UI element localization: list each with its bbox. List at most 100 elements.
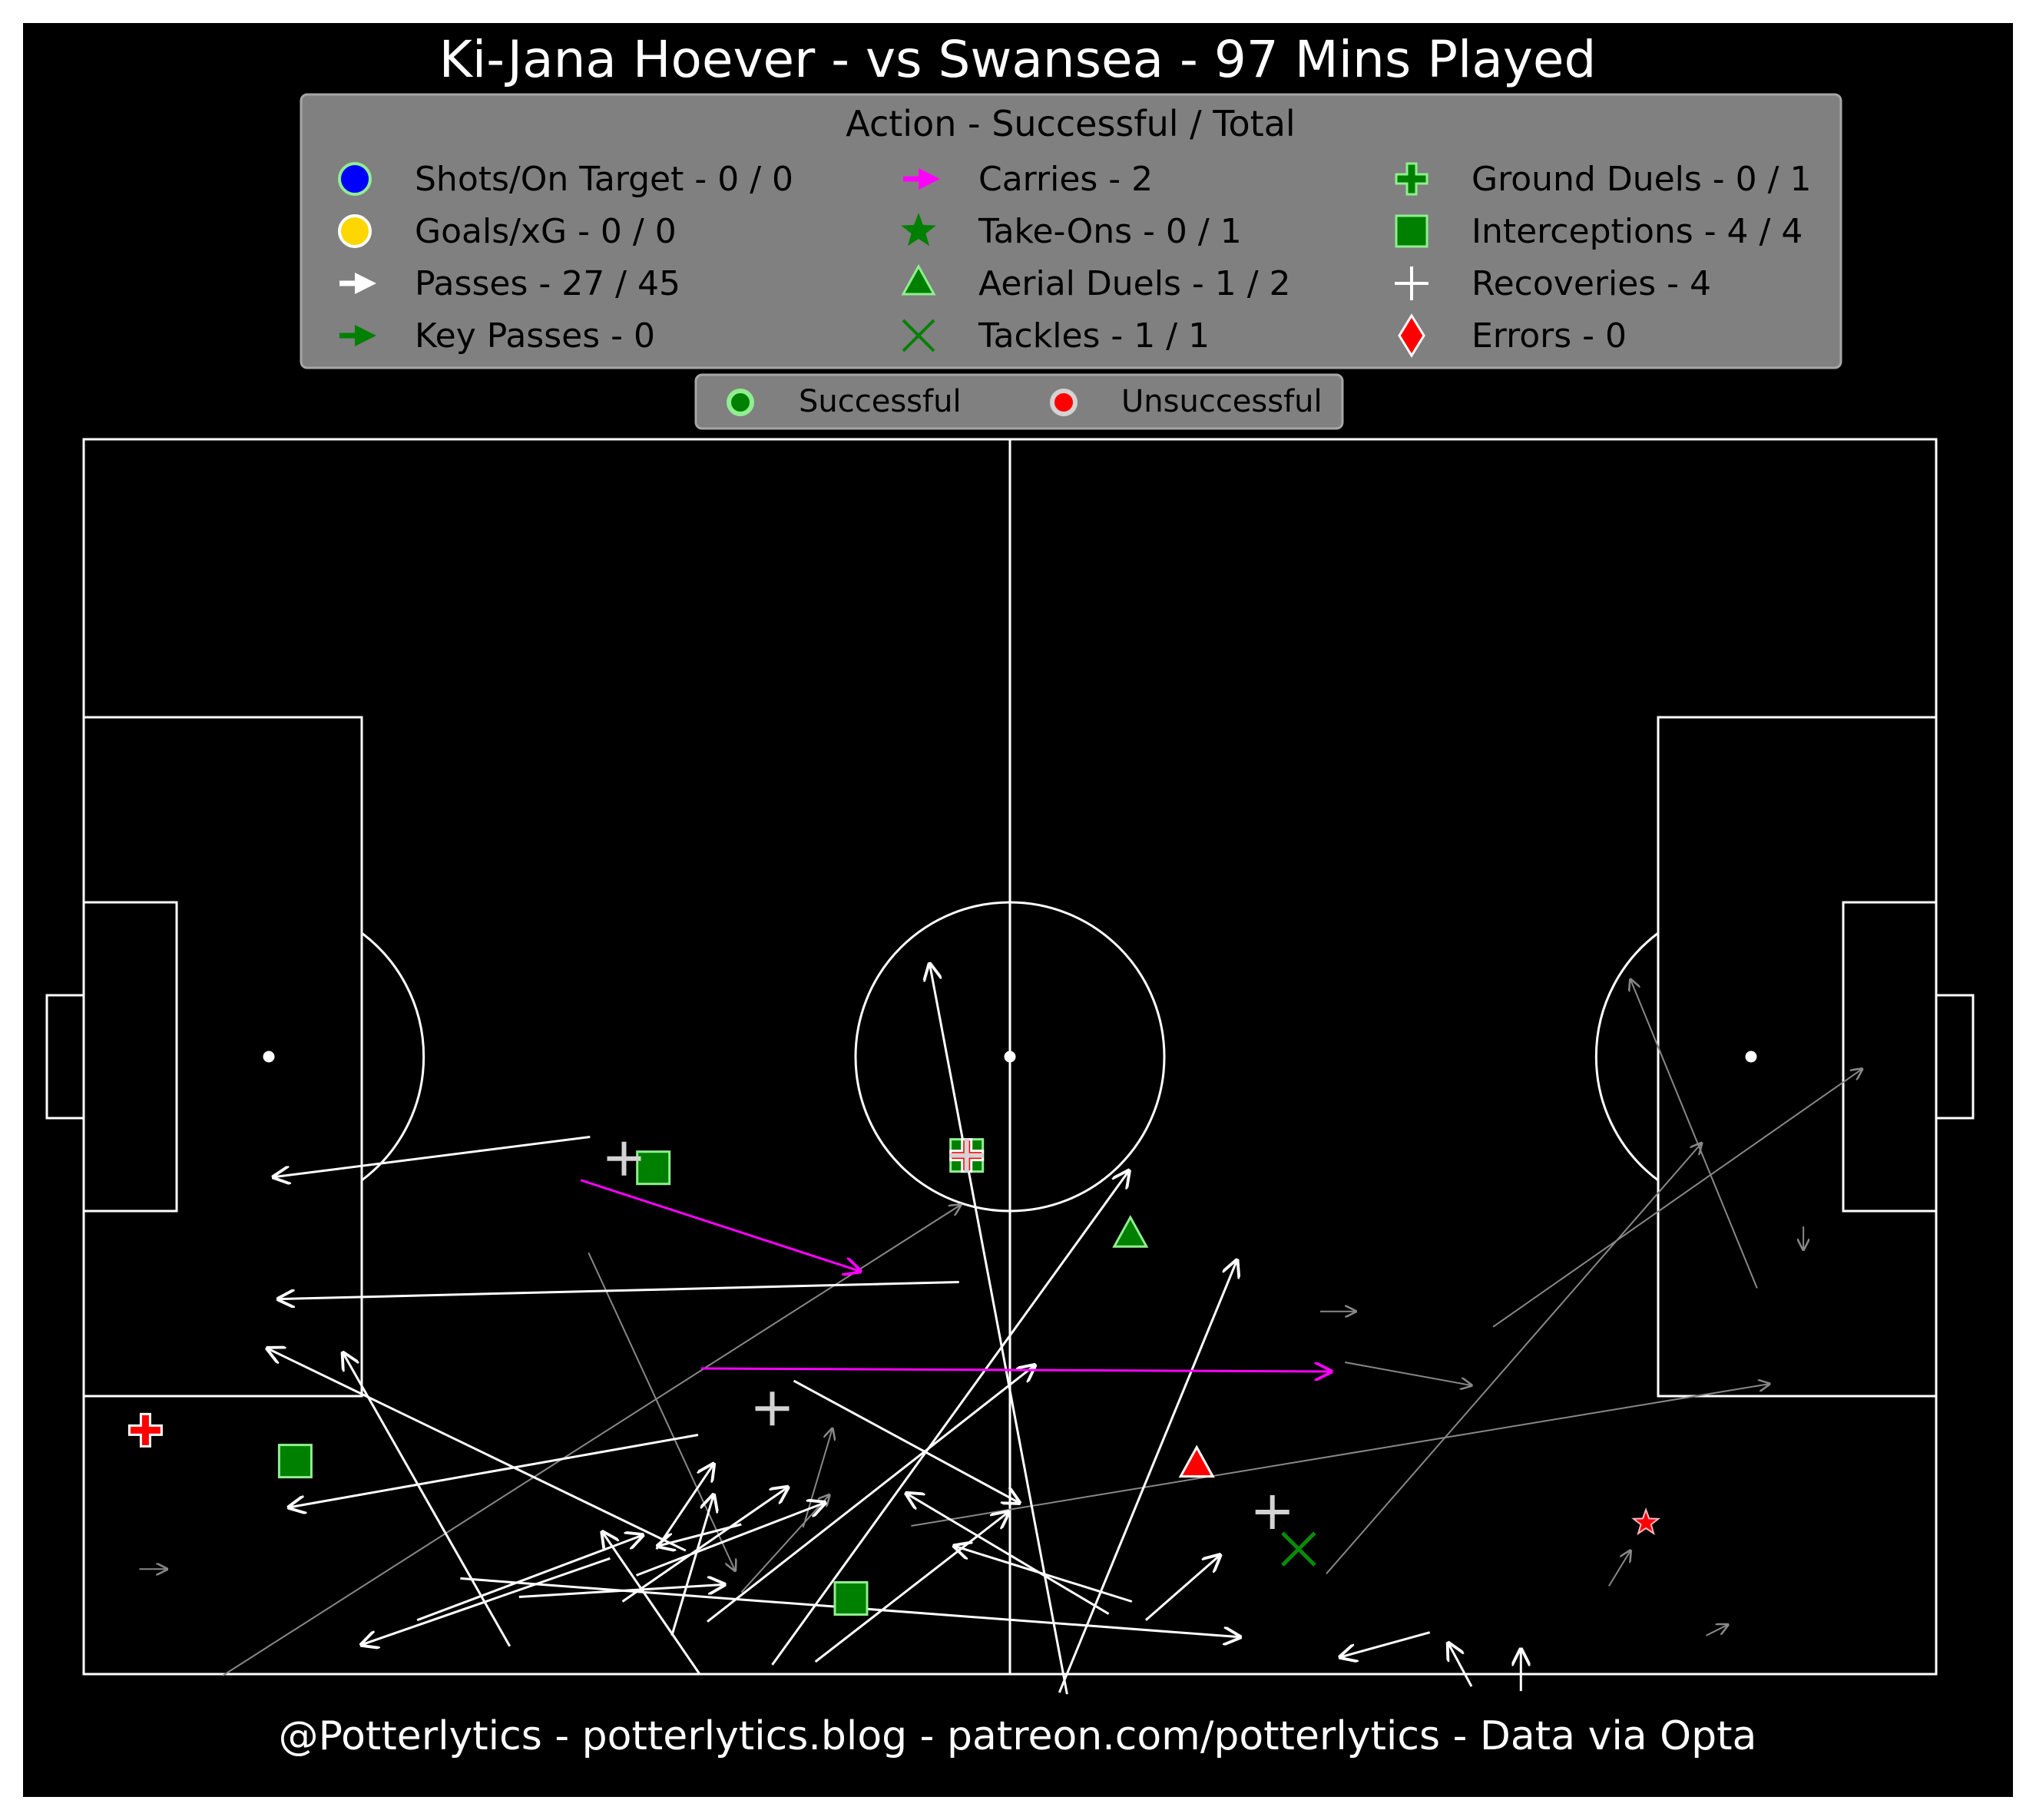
aerial-duels-group [1112, 1215, 1215, 1478]
legend-item-goals: Goals/xG - 0 / 0 [338, 212, 677, 251]
green-square-icon [1395, 214, 1429, 248]
legend-items: Shots/On Target - 0 / 0 Goals/xG - 0 / 0 P… [338, 160, 1811, 358]
legend-item-tackles: Tackles - 1 / 1 [902, 316, 1210, 356]
outcome-legend-box [694, 373, 1344, 430]
interception-marker [636, 1150, 671, 1186]
successful-pass-arrow [343, 1353, 511, 1647]
gold-circle-icon [338, 214, 372, 248]
recovery-marker [755, 1391, 790, 1426]
legend-label-ground_duels: Ground Duels - 0 / 1 [1472, 160, 1811, 199]
legend-item-errors: Errors - 0 [1398, 313, 1627, 358]
green-triangle-icon [901, 263, 936, 296]
green-cross-icon [1395, 162, 1429, 196]
footer-credits: @Potterlytics - potterlytics.blog - patr… [279, 1713, 1757, 1759]
legend-label-key_passes: Key Passes - 0 [415, 316, 655, 356]
unsuccessful-pass-arrow [1326, 1143, 1702, 1574]
legend-label-recoveries: Recoveries - 4 [1472, 264, 1711, 303]
unsuccessful-pass-arrow [911, 1384, 1769, 1527]
interception-marker [277, 1444, 313, 1479]
unsuccessful-pass-arrow [1608, 1550, 1630, 1587]
left-penalty-arc [361, 932, 425, 1182]
successful-pass-arrow [416, 1535, 642, 1622]
right-penalty-spot [1745, 1051, 1757, 1063]
legend-item-passes: Passes - 27 / 45 [339, 264, 680, 303]
legend-label-aerial_duels: Aerial Duels - 1 / 2 [978, 264, 1291, 303]
pitch-events [127, 964, 1862, 1695]
successful-pass-arrow [602, 1532, 701, 1675]
outcome-legend: Successful Unsuccessful [694, 373, 1344, 430]
right-penalty-area [1657, 716, 1938, 1398]
right-six-yard-box [1842, 901, 1938, 1213]
legend-label-interceptions: Interceptions - 4 / 4 [1472, 212, 1803, 251]
successful-pass-arrow [658, 1523, 742, 1546]
take-ons-group [1631, 1507, 1661, 1536]
unsuccessful-pass-arrow-group [139, 980, 1862, 1676]
successful-label: Successful [799, 384, 962, 419]
centre-circle [854, 901, 1166, 1213]
right-goal [1935, 994, 1975, 1120]
successful-pass-arrow [1340, 1631, 1431, 1657]
unsuccessful-label: Unsuccessful [1121, 384, 1323, 419]
unsuccessful-pass-arrow [1706, 1625, 1728, 1636]
legend-item-take_ons: Take-Ons - 0 / 1 [901, 212, 1242, 251]
green-star-icon [901, 213, 936, 247]
unsuccessful-pass-arrow [1492, 1069, 1862, 1328]
successful-pass-arrow [278, 1281, 959, 1299]
successful-pass-arrow [1058, 1260, 1236, 1693]
tackle-stroke [1281, 1531, 1316, 1567]
successful-pass-arrow [289, 1434, 699, 1507]
chart-title: Ki-Jana Hoever - vs Swansea - 97 Mins Pl… [439, 30, 1597, 89]
tackle-marker [1281, 1531, 1316, 1567]
successful-pass-arrow [362, 1557, 611, 1645]
recovery-marker [949, 1138, 984, 1173]
recovery-marker [607, 1141, 641, 1176]
unsuccessful-marker-icon [1050, 389, 1078, 416]
successful-pass-arrow [955, 1546, 1133, 1603]
legend-label-errors: Errors - 0 [1472, 316, 1627, 356]
successful-marker-icon [727, 389, 754, 416]
successful-pass-arrow [267, 1348, 687, 1552]
successful-pass-arrow [1144, 1555, 1220, 1621]
left-six-yard-box [82, 901, 178, 1213]
successful-pass-arrow [930, 964, 1068, 1695]
legend: Action - Successful / Total Shots/On Tar… [300, 93, 1842, 369]
successful-pass-arrow [636, 1503, 825, 1577]
successful-pass-arrow [814, 1512, 1008, 1663]
x-stroke [902, 319, 935, 352]
legend-item-recoveries: Recoveries - 4 [1395, 264, 1711, 303]
legend-label-carries: Carries - 2 [978, 160, 1153, 199]
successful-pass-arrow [273, 1136, 591, 1177]
legend-label-goals: Goals/xG - 0 / 0 [415, 212, 677, 251]
successful-pass-arrow [906, 1494, 1110, 1615]
left-penalty-area [82, 716, 363, 1398]
pitch [45, 438, 1975, 1676]
left-goal [45, 994, 85, 1120]
legend-label-take_ons: Take-Ons - 0 / 1 [978, 212, 1242, 251]
successful-pass-arrow [707, 1365, 1035, 1623]
legend-box [300, 93, 1842, 369]
successful-pass-arrow [793, 1379, 1020, 1503]
aerial-duel-marker [1178, 1444, 1215, 1478]
interceptions-group [277, 1138, 985, 1616]
carry-arrow [580, 1179, 860, 1272]
recoveries-group [607, 1138, 1289, 1529]
legend-item-aerial_duels: Aerial Duels - 1 / 2 [901, 263, 1291, 303]
legend-label-tackles: Tackles - 1 / 1 [978, 316, 1210, 356]
blue-circle-icon [338, 162, 372, 196]
tackles-group [1281, 1531, 1316, 1567]
legend-item-carries: Carries - 2 [903, 160, 1153, 199]
legend-title: Action - Successful / Total [846, 103, 1295, 144]
white-plus-icon [1395, 266, 1429, 300]
unsuccessful-pass-arrow [802, 1428, 833, 1528]
legend-label-passes: Passes - 27 / 45 [415, 264, 680, 303]
aerial-duel-marker [1112, 1215, 1149, 1248]
red-diamond-icon [1398, 313, 1425, 358]
carry-arrow-group [580, 1179, 1331, 1372]
left-penalty-spot [263, 1051, 275, 1063]
ground-duel-marker [127, 1412, 163, 1448]
legend-item-key_passes: Key Passes - 0 [339, 316, 655, 356]
green-x-icon [902, 319, 935, 352]
unsuccessful-pass-arrow [222, 1205, 961, 1676]
successful-pass-arrow [771, 1171, 1129, 1666]
legend-item-ground_duels: Ground Duels - 0 / 1 [1395, 160, 1811, 199]
